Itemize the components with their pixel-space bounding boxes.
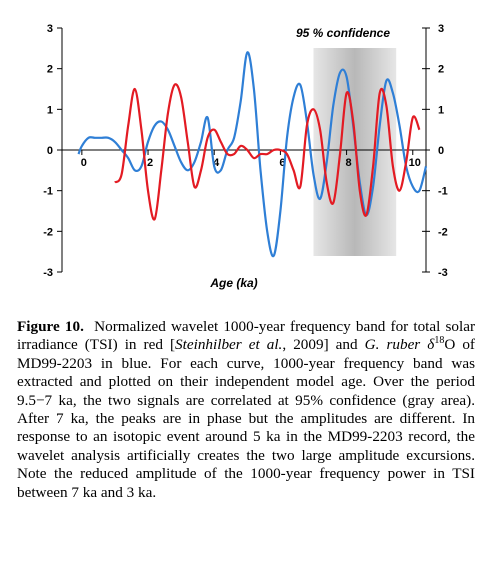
caption-reference: Steinhilber et al. (175, 336, 283, 354)
x-tick-label: 8 (346, 157, 352, 169)
figure-caption: Figure 10. Normalized wavelet 1000-year … (17, 318, 475, 502)
left-tick-label: 2 (47, 64, 53, 76)
confidence-label: 95 % confidence (296, 26, 390, 40)
left-tick-label: -3 (43, 267, 53, 279)
caption-text-1: Normalized wavelet 1000-year frequency b… (17, 318, 476, 354)
left-tick-label: 1 (47, 104, 53, 116)
left-tick-label: -1 (43, 186, 53, 198)
figure-label: Figure 10. (17, 318, 84, 335)
caption-text-3: O of MD99-2203 in blue. For each curve, … (17, 336, 475, 501)
confidence-band (313, 48, 397, 256)
x-axis-label: Age (ka) (209, 276, 257, 290)
caption-species: G. ruber (364, 336, 421, 354)
series-layer (77, 51, 428, 258)
left-tick-label: -2 (43, 226, 53, 238)
caption-isotope-mass: 18 (434, 335, 445, 347)
caption-delta: δ (427, 336, 435, 354)
left-tick-label: 3 (47, 23, 53, 35)
right-tick-label: 0 (438, 145, 444, 157)
x-tick-label: 10 (409, 157, 421, 169)
x-tick-label: 6 (279, 157, 285, 169)
series-line-red (114, 83, 421, 221)
right-tick-label: -3 (438, 267, 448, 279)
right-tick-label: 2 (438, 64, 444, 76)
right-tick-label: 3 (438, 23, 444, 35)
caption-text-2: , 2009] and (282, 336, 365, 354)
right-tick-label: -2 (438, 226, 448, 238)
right-tick-label: 1 (438, 104, 444, 116)
x-tick-label: 2 (147, 157, 153, 169)
x-tick-label: 4 (213, 157, 220, 169)
left-tick-label: 0 (47, 145, 53, 157)
x-tick-label: 0 (81, 157, 87, 169)
right-tick-label: -1 (438, 186, 448, 198)
